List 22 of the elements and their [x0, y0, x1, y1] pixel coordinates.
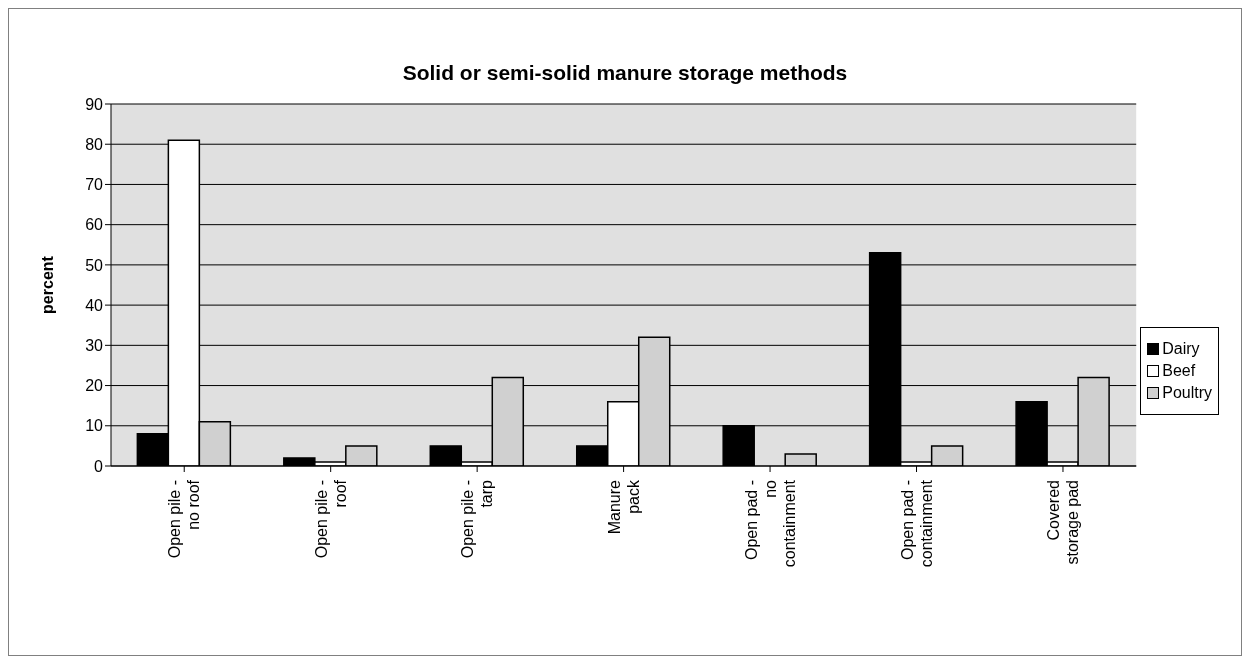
x-tick-label: Open pile - no roof	[166, 479, 203, 559]
x-tick-label: Manure pack	[605, 479, 642, 535]
x-tick-label: Covered storage pad	[1045, 480, 1082, 565]
y-tick-label: 90	[85, 95, 104, 113]
y-tick-label: 10	[85, 417, 104, 435]
y-tick-label: 0	[94, 457, 104, 475]
x-tick-label: Open pile - roof	[312, 479, 349, 559]
x-tick-label: Open pad - containment	[898, 479, 935, 568]
y-axis-title: percent	[38, 255, 56, 314]
x-tick-label: Open pad - no containment	[742, 479, 798, 568]
y-tick-label: 60	[85, 216, 104, 234]
y-tick-label: 50	[85, 256, 104, 274]
x-tick-label: Open pile - tarp	[459, 479, 496, 559]
legend-label: Dairy	[1162, 340, 1200, 358]
y-tick-label: 20	[85, 377, 104, 395]
y-tick-label: 70	[85, 176, 104, 194]
y-tick-label: 30	[85, 337, 104, 355]
legend-label: Beef	[1162, 362, 1196, 380]
y-tick-label: 40	[85, 296, 104, 314]
chart-title: Solid or semi-solid manure storage methods	[401, 60, 849, 86]
legend-label: Poultry	[1162, 384, 1212, 402]
y-tick-label: 80	[85, 135, 104, 153]
